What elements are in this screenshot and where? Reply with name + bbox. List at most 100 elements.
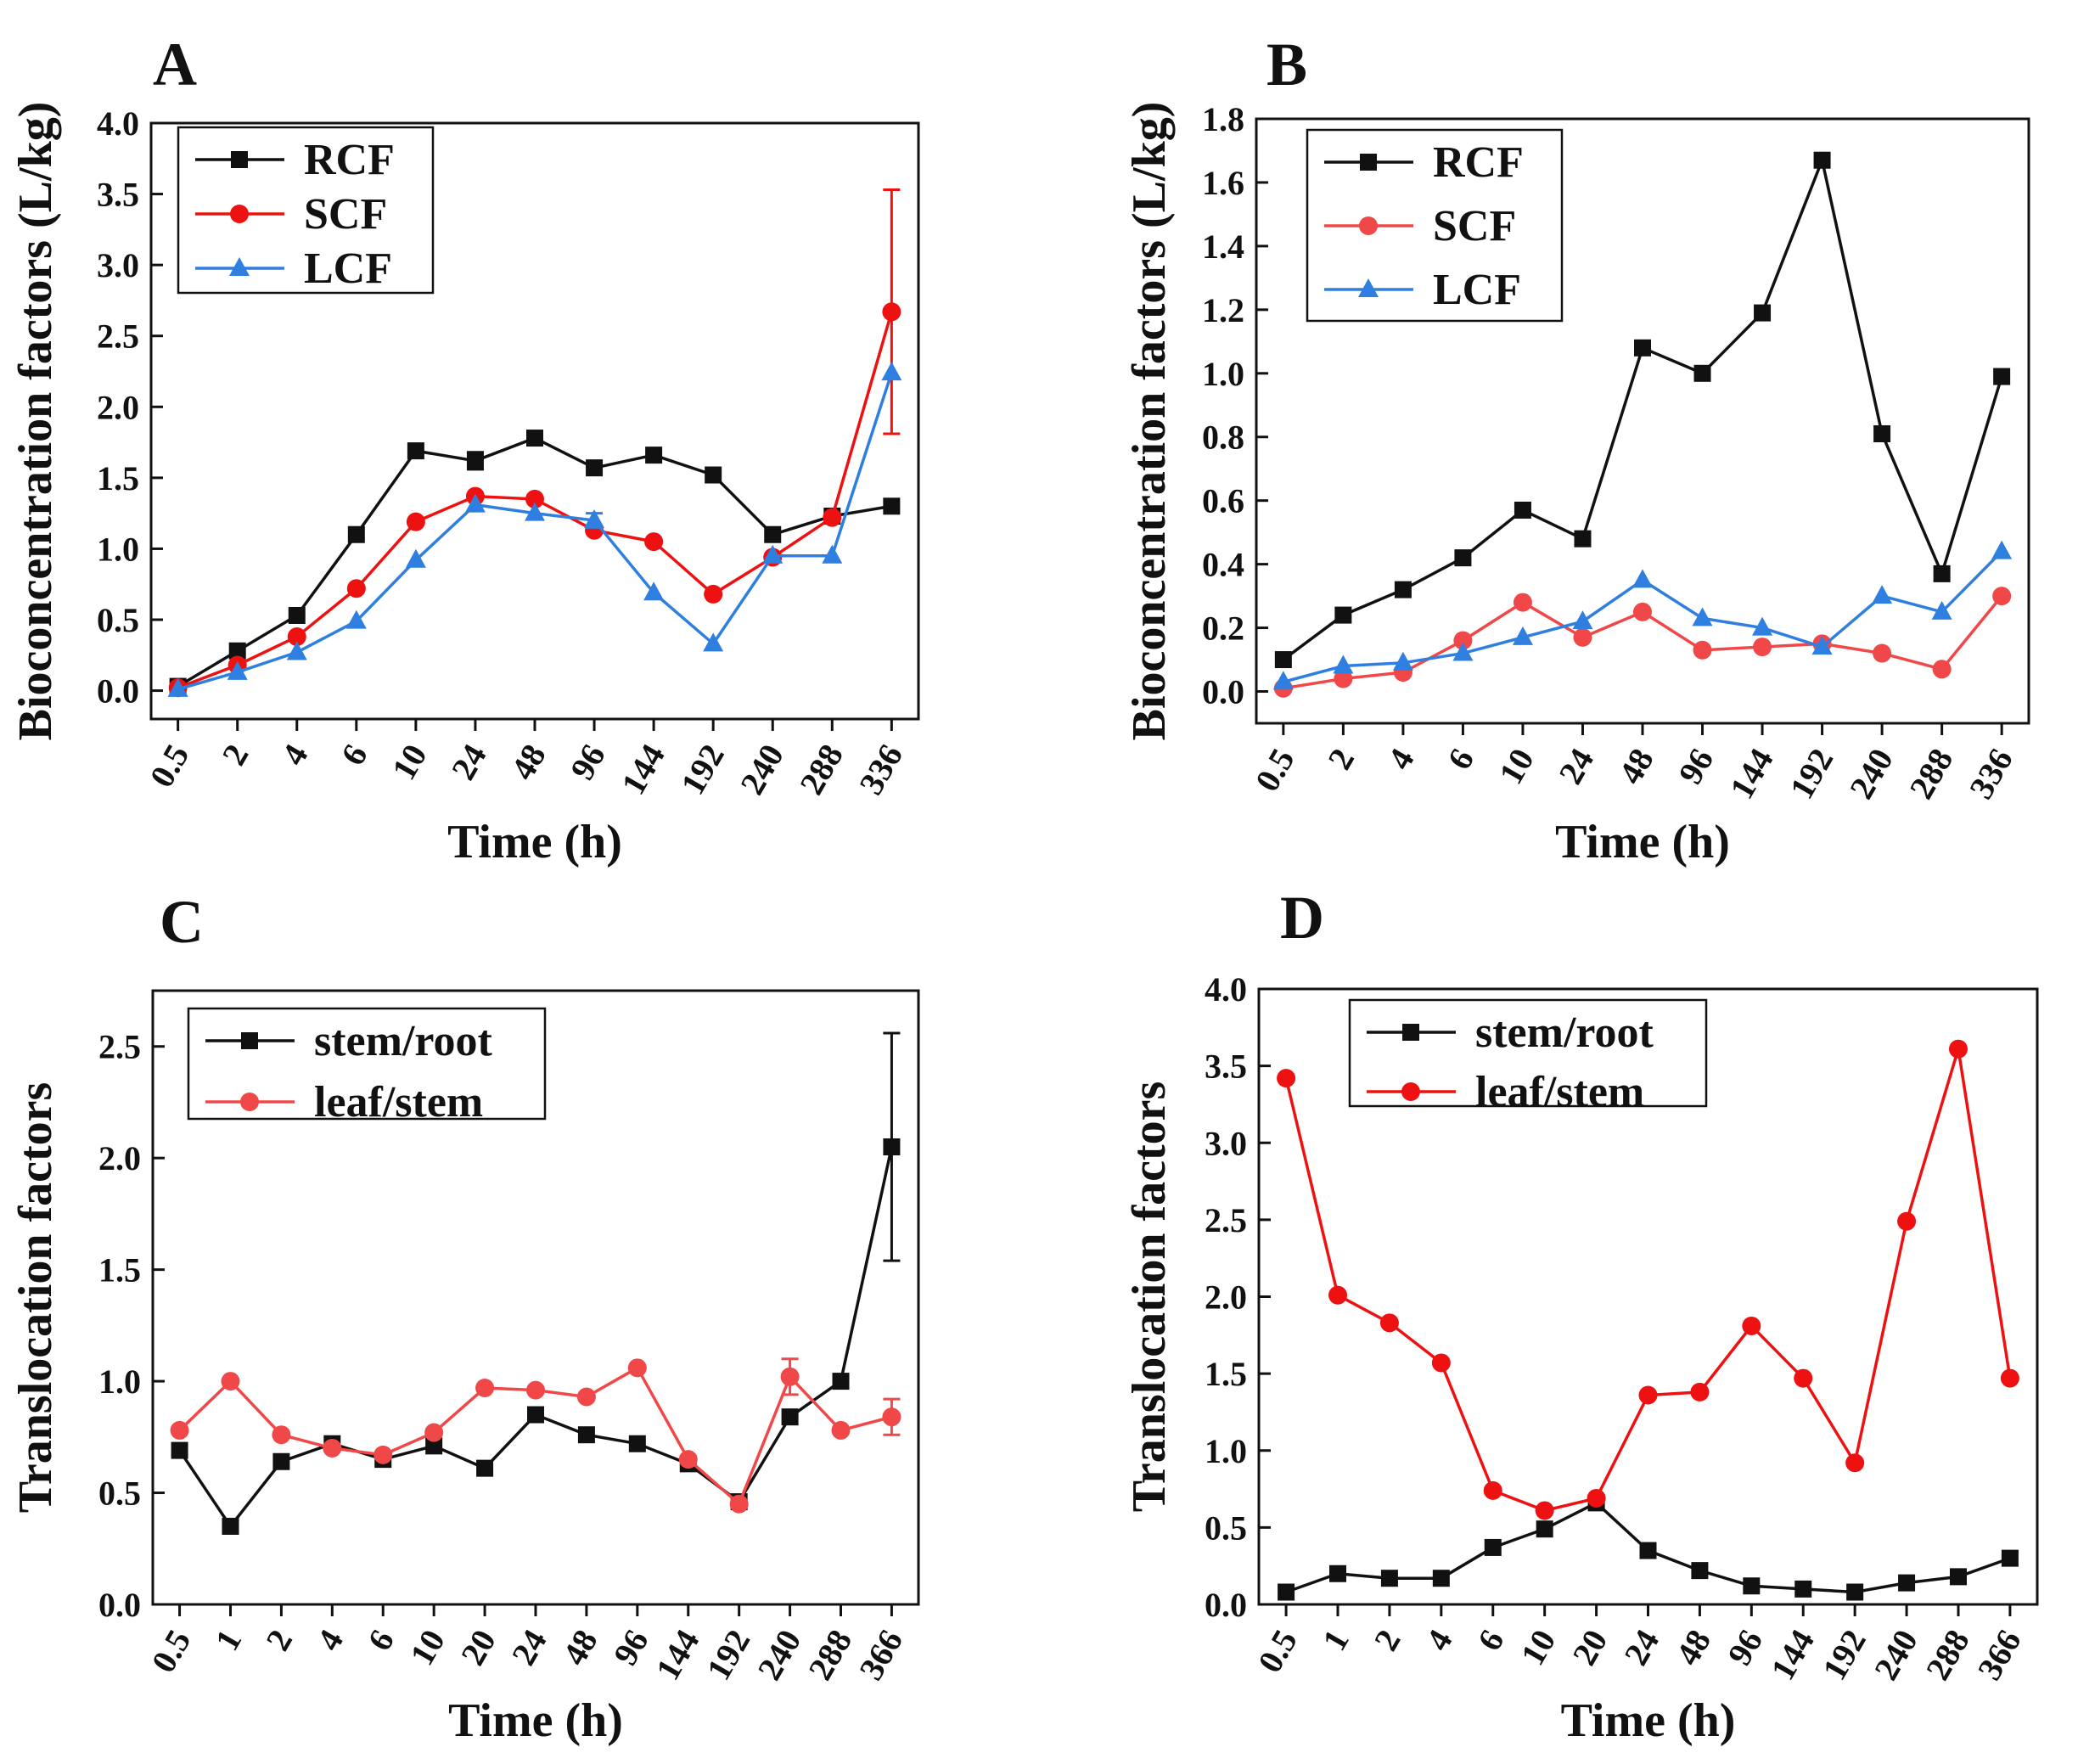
y-tick-label: 1.0 <box>1205 1432 1247 1470</box>
series-lcf <box>1272 540 2013 690</box>
data-point <box>1484 1538 1502 1556</box>
panel-letter: C <box>160 888 204 956</box>
x-tick-label: 1 <box>1315 1623 1356 1657</box>
x-tick-label: 24 <box>1616 1623 1666 1671</box>
y-tick-label: 2.0 <box>98 1139 141 1177</box>
x-axis-title: Time (h) <box>447 816 622 868</box>
x-tick-label: 20 <box>1564 1623 1615 1671</box>
x-tick-label: 48 <box>1611 742 1661 790</box>
data-point <box>1992 587 2012 606</box>
data-point <box>1432 1570 1450 1587</box>
x-tick-label: 96 <box>1720 1623 1770 1671</box>
data-point <box>1392 651 1413 671</box>
data-point <box>576 1387 596 1407</box>
data-point <box>323 1438 342 1458</box>
data-point <box>1572 610 1593 630</box>
data-point <box>1483 1480 1502 1500</box>
data-point <box>405 548 426 568</box>
x-tick-label: 366 <box>851 1623 910 1686</box>
data-point <box>526 1380 545 1400</box>
data-point <box>228 642 246 660</box>
legend-label: SCF <box>304 190 387 239</box>
x-tick-label: 2 <box>258 1623 300 1657</box>
data-point <box>527 1406 544 1424</box>
y-tick-label: 1.5 <box>98 1251 141 1289</box>
legend-marker <box>229 257 250 276</box>
x-tick-label: 0.5 <box>1248 742 1302 798</box>
data-point <box>729 1494 749 1514</box>
data-point <box>221 1372 240 1391</box>
x-tick-label: 240 <box>733 738 791 801</box>
legend-marker <box>240 1093 259 1111</box>
data-point <box>466 452 484 469</box>
data-point <box>1691 1562 1709 1580</box>
y-tick-label: 0.0 <box>98 1586 141 1624</box>
x-tick-label: 4 <box>1418 1623 1460 1657</box>
data-point <box>780 1367 800 1386</box>
data-point <box>1873 424 1891 442</box>
data-point <box>1742 1316 1761 1335</box>
legend-marker <box>1402 1024 1419 1041</box>
data-point <box>406 512 425 531</box>
data-point <box>882 1407 901 1427</box>
data-point <box>1632 569 1653 588</box>
data-point <box>227 660 248 680</box>
x-tick-label: 24 <box>1551 742 1601 790</box>
x-tick-label: 24 <box>444 738 494 786</box>
y-tick-label: 0.0 <box>1205 1586 1247 1624</box>
x-tick-label: 192 <box>1815 1623 1873 1686</box>
data-point <box>1845 1453 1865 1473</box>
y-tick-label: 0.8 <box>1202 419 1244 457</box>
data-point <box>764 525 782 543</box>
data-point <box>1639 1542 1657 1559</box>
x-tick-label: 24 <box>504 1623 554 1671</box>
legend-marker <box>230 205 249 223</box>
x-axis-title: Time (h) <box>1555 816 1730 868</box>
data-point <box>407 442 424 460</box>
y-tick-label: 1.0 <box>98 1362 141 1401</box>
x-tick-label: 240 <box>750 1623 808 1686</box>
y-tick-label: 1.2 <box>1202 291 1244 329</box>
x-tick-label: 288 <box>1901 742 1960 805</box>
data-point <box>678 1450 698 1469</box>
x-tick-label: 96 <box>563 738 613 786</box>
x-tick-label: 240 <box>1867 1623 1925 1686</box>
data-point <box>1897 1211 1917 1231</box>
data-point <box>1513 593 1532 612</box>
legend: RCF SCF LCF <box>177 126 435 295</box>
data-point <box>1898 1574 1916 1592</box>
panel-letter: A <box>153 31 197 98</box>
legend-label: stem/root <box>314 1017 493 1065</box>
data-point <box>1693 640 1712 660</box>
data-point <box>781 1408 799 1426</box>
y-tick-label: 0.5 <box>98 1475 141 1513</box>
x-tick-label: 6 <box>1440 742 1481 776</box>
data-point <box>1813 151 1831 169</box>
data-point <box>1431 1353 1451 1373</box>
y-axis-title: Translocation factors <box>9 1082 62 1514</box>
y-tick-label: 1.5 <box>97 459 139 497</box>
x-tick-label: 10 <box>1491 742 1542 790</box>
x-tick-label: 4 <box>1380 742 1422 776</box>
legend-label: leaf/stem <box>1475 1068 1644 1116</box>
data-point <box>1634 339 1651 357</box>
chart-panel-c: C0.00.51.01.52.02.50.5 1 2 4 6 10 20 24 48 961441… <box>9 888 920 1747</box>
x-tick-label: 48 <box>555 1623 605 1671</box>
y-tick-label: 1.5 <box>1205 1355 1247 1393</box>
x-tick-label: 96 <box>606 1623 656 1671</box>
data-point <box>475 1378 495 1397</box>
x-tick-label: 2 <box>1367 1623 1408 1657</box>
y-tick-label: 0.2 <box>1202 610 1244 648</box>
x-tick-label: 288 <box>800 1623 859 1686</box>
data-point <box>1932 660 1952 679</box>
y-tick-label: 3.5 <box>1205 1048 1247 1086</box>
data-point <box>1452 642 1474 661</box>
data-point <box>1949 1568 1967 1586</box>
data-point <box>1693 364 1711 382</box>
data-point <box>1794 1580 1812 1598</box>
y-tick-label: 1.8 <box>1202 100 1244 138</box>
x-tick-label: 144 <box>649 1623 707 1686</box>
data-point <box>1535 1501 1554 1520</box>
y-tick-label: 1.0 <box>1202 355 1244 393</box>
data-point <box>1587 1488 1606 1508</box>
